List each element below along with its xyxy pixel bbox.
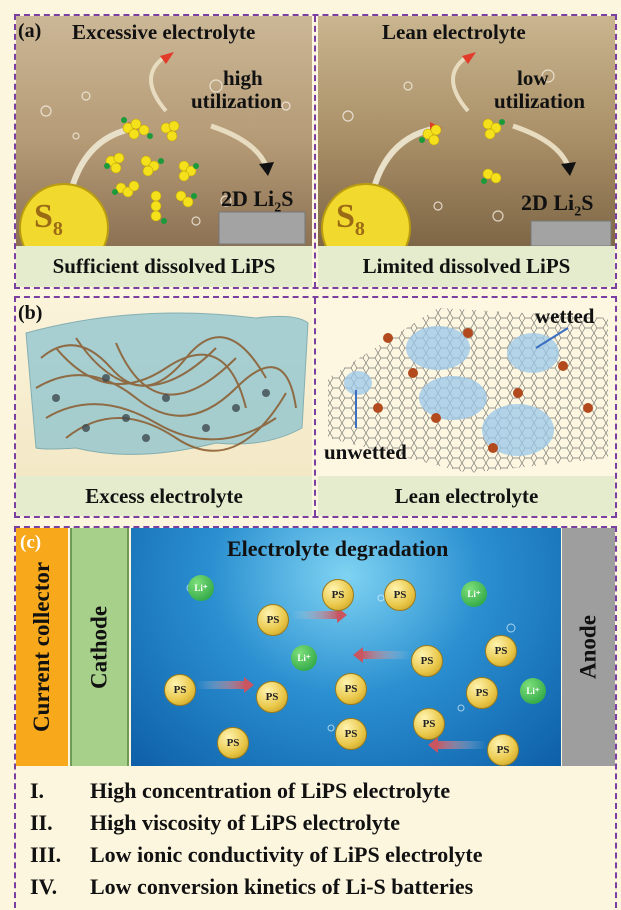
ps-particle: PS <box>411 645 443 677</box>
ps-particle: PS <box>487 734 519 766</box>
panel-a-frame <box>14 14 617 289</box>
li-ion: Li⁺ <box>520 678 546 704</box>
panel-a-right-caption: Limited dissolved LiPS <box>318 246 615 287</box>
panel-a-left-product-label: 2D Li2S <box>221 186 294 216</box>
ps-particle: PS <box>335 718 367 750</box>
li-ion: Li⁺ <box>461 581 487 607</box>
ps-particle: PS <box>257 604 289 636</box>
li2s-slab <box>218 211 306 245</box>
panel-a-left-caption: Sufficient dissolved LiPS <box>16 246 312 287</box>
ps-arrows <box>186 583 516 753</box>
panel-b-right: wetted unwetted <box>318 298 615 476</box>
electrolyte-degradation-title: Electrolyte degradation <box>227 536 449 561</box>
panel-a-tag: (a) <box>18 20 42 42</box>
panel-a-right-title: Lean electrolyte <box>382 20 526 44</box>
ps-particle: PS <box>322 579 354 611</box>
cathode: Cathode <box>70 528 129 766</box>
panel-a-right-arrow-label-2: utilization <box>494 89 586 113</box>
panel-a-right-s8-label: S8 <box>336 198 365 240</box>
list-item: II. High viscosity of LiPS electrolyte <box>30 810 400 835</box>
panel-a-left-arrow-label-1: high <box>223 66 263 90</box>
ps-particle: PS <box>384 579 416 611</box>
excess-electrolyte-art <box>25 312 309 455</box>
panel-b-tag: (b) <box>18 302 43 324</box>
panel-a-right: Lean electrolyte low utilization S8 2D L… <box>318 16 615 246</box>
unwetted-label: unwetted <box>324 440 407 464</box>
ps-particle: PS <box>413 708 445 740</box>
panel-a-left-art <box>19 52 306 246</box>
s8-sphere <box>19 183 109 246</box>
panel-b-divider <box>314 298 316 516</box>
li-ion: Li⁺ <box>188 575 214 601</box>
list-item: III. Low ionic conductivity of LiPS elect… <box>30 842 483 867</box>
ps-particle: PS <box>466 677 498 709</box>
panel-b-left <box>16 298 312 476</box>
panel-b-right-caption: Lean electrolyte <box>318 476 615 516</box>
electrolyte-region: Electrolyte degradation Li⁺ Li⁺ Li⁺ Li⁺ … <box>131 528 561 766</box>
panel-a-right-product-label: 2D Li2S <box>521 190 594 220</box>
panel-a-left-arrow-label-2: utilization <box>191 89 283 113</box>
list-item: I. High concentration of LiPS electrolyte <box>30 778 451 803</box>
wetted-label: wetted <box>535 304 595 328</box>
ps-particle: PS <box>164 674 196 706</box>
li-ion: Li⁺ <box>291 645 317 671</box>
panel-c-tag: (c) <box>20 532 42 553</box>
list-item: IV. Low conversion kinetics of Li-S batte… <box>30 874 474 899</box>
current-collector: Current collector <box>16 528 68 766</box>
panel-a-left-title: Excessive electrolyte <box>72 20 256 44</box>
ps-particle: PS <box>256 681 288 713</box>
ps-particle: PS <box>217 727 249 759</box>
ps-particle: PS <box>485 635 517 667</box>
anode: Anode <box>562 528 615 766</box>
panel-a-right-art <box>321 52 612 246</box>
panel-a-divider <box>314 16 316 288</box>
lean-electrolyte-art <box>328 308 608 473</box>
panel-a-left: Excessive electrolyte high utilization S… <box>16 16 312 246</box>
panel-a-right-arrow-label-1: low <box>517 66 549 90</box>
ps-particle: PS <box>335 673 367 705</box>
panel-b-left-caption: Excess electrolyte <box>16 476 312 516</box>
panel-b-frame <box>14 296 617 518</box>
panel-a-left-s8-label: S8 <box>34 198 63 240</box>
panel-c-frame <box>14 526 617 908</box>
